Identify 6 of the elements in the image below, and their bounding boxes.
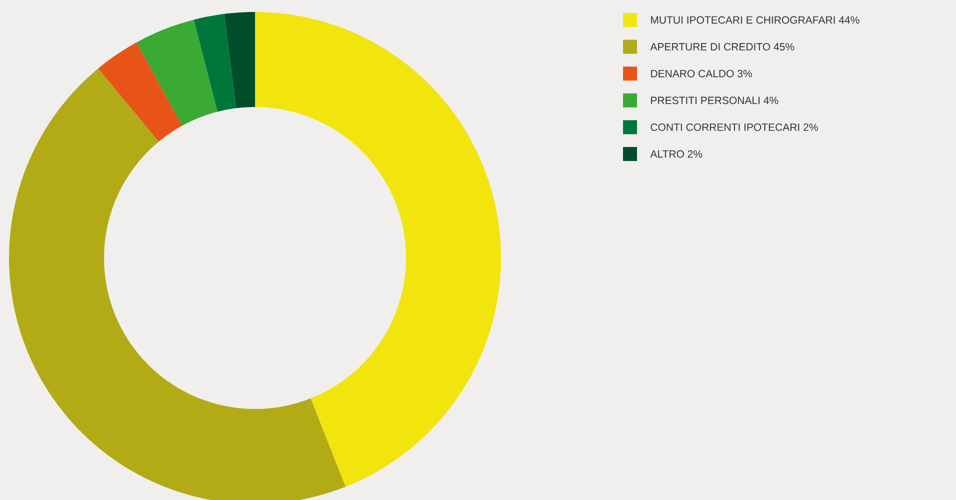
legend-label: APERTURE DI CREDITO 45% <box>650 43 794 51</box>
legend-label: PRESTITI PERSONALI 4% <box>651 96 778 104</box>
legend-label: ALTRO 2% <box>650 150 702 158</box>
legend-label: CONTI CORRENTI IPOTECARI 2% <box>650 123 818 131</box>
legend-label: MUTUI IPOTECARI E CHIROGRAFARI 44% <box>651 16 860 24</box>
legend-label: DENARO CALDO 3% <box>651 70 752 78</box>
